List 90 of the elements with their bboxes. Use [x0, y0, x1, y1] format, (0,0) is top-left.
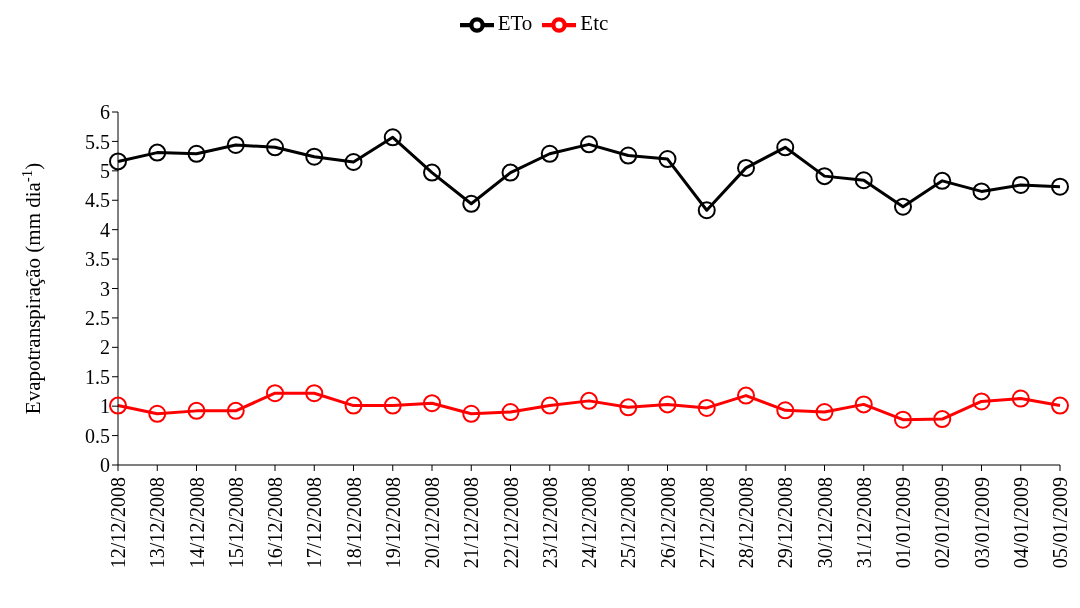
y-tick-label: 5.5 [85, 130, 110, 153]
point [619, 398, 638, 417]
point [423, 394, 441, 413]
y-tick-label: 1.5 [85, 365, 110, 388]
point [697, 398, 716, 417]
point [619, 146, 638, 165]
y-tick-label: 0 [100, 454, 110, 477]
point [266, 138, 284, 157]
x-tick-label: 01/01/2009 [892, 477, 914, 569]
point [815, 403, 834, 422]
point [148, 143, 167, 162]
point [737, 386, 755, 405]
point [383, 128, 402, 147]
x-tick-label: 27/12/2008 [695, 477, 718, 569]
x-tick-label: 25/12/2008 [617, 477, 640, 569]
point [658, 150, 677, 169]
legend-label: Etc [580, 10, 609, 35]
point [383, 396, 402, 415]
point [972, 392, 991, 411]
point [894, 410, 912, 429]
x-tick-label: 29/12/2008 [774, 477, 797, 569]
point [1011, 389, 1030, 408]
point [658, 395, 677, 414]
y-tick-label: 3 [100, 277, 110, 300]
point [1011, 175, 1030, 194]
point [109, 396, 127, 415]
y-tick-label: 4.5 [85, 189, 110, 212]
point [187, 144, 206, 163]
point [423, 163, 441, 182]
point [187, 401, 206, 420]
point [305, 384, 324, 403]
x-tick-label: 30/12/2008 [813, 477, 836, 569]
x-tick-label: 18/12/2008 [342, 477, 365, 569]
x-tick-label: 13/12/2008 [146, 477, 169, 569]
point [540, 144, 559, 163]
point [894, 197, 912, 216]
point [148, 404, 167, 423]
point [462, 404, 481, 423]
point [109, 152, 127, 171]
legend-label: ETo [497, 10, 533, 35]
point [1051, 396, 1069, 415]
x-tick-label: 28/12/2008 [735, 477, 757, 569]
point [697, 201, 716, 220]
point [933, 171, 952, 190]
x-tick-label: 22/12/2008 [499, 477, 522, 569]
point [815, 167, 834, 186]
point [226, 401, 245, 420]
point [854, 395, 873, 414]
x-tick-label: 21/12/2008 [460, 477, 483, 569]
point [776, 401, 795, 420]
y-tick-label: 1 [100, 395, 110, 418]
x-tick-label: 16/12/2008 [264, 477, 286, 569]
x-tick-label: 15/12/2008 [224, 477, 247, 569]
point [540, 396, 559, 415]
x-tick-label: 20/12/2008 [421, 477, 443, 569]
point [580, 135, 598, 154]
x-tick-label: 23/12/2008 [538, 477, 561, 569]
y-tick-label: 5 [100, 159, 110, 182]
point [226, 135, 245, 154]
point [776, 138, 795, 157]
point [737, 158, 755, 177]
x-tick-label: 14/12/2008 [185, 477, 208, 569]
point [305, 147, 324, 166]
point [854, 171, 873, 190]
point [501, 403, 520, 422]
y-tick-label: 4 [100, 218, 110, 241]
point [462, 194, 481, 213]
y-tick-label: 3.5 [85, 248, 110, 271]
point [344, 153, 363, 172]
y-tick-label: 6 [100, 101, 110, 124]
x-tick-label: 12/12/2008 [107, 477, 129, 569]
point [344, 396, 363, 415]
point [580, 391, 598, 410]
x-tick-label: 05/01/2009 [1049, 477, 1071, 569]
x-tick-label: 02/01/2009 [931, 477, 954, 569]
x-tick-label: 26/12/2008 [656, 477, 679, 569]
x-tick-label: 17/12/2008 [303, 477, 326, 569]
point [933, 410, 952, 429]
point [501, 163, 520, 182]
x-tick-label: 19/12/2008 [381, 477, 404, 569]
point [266, 384, 284, 403]
point [972, 182, 991, 201]
x-tick-label: 31/12/2008 [852, 477, 875, 569]
x-tick-label: 24/12/2008 [578, 477, 600, 569]
y-tick-label: 2.5 [85, 307, 110, 330]
point [1051, 177, 1069, 196]
y-tick-label: 0.5 [85, 424, 110, 447]
y-tick-label: 2 [100, 336, 110, 359]
x-tick-label: 03/01/2009 [970, 477, 993, 569]
x-tick-label: 04/01/2009 [1009, 477, 1032, 569]
